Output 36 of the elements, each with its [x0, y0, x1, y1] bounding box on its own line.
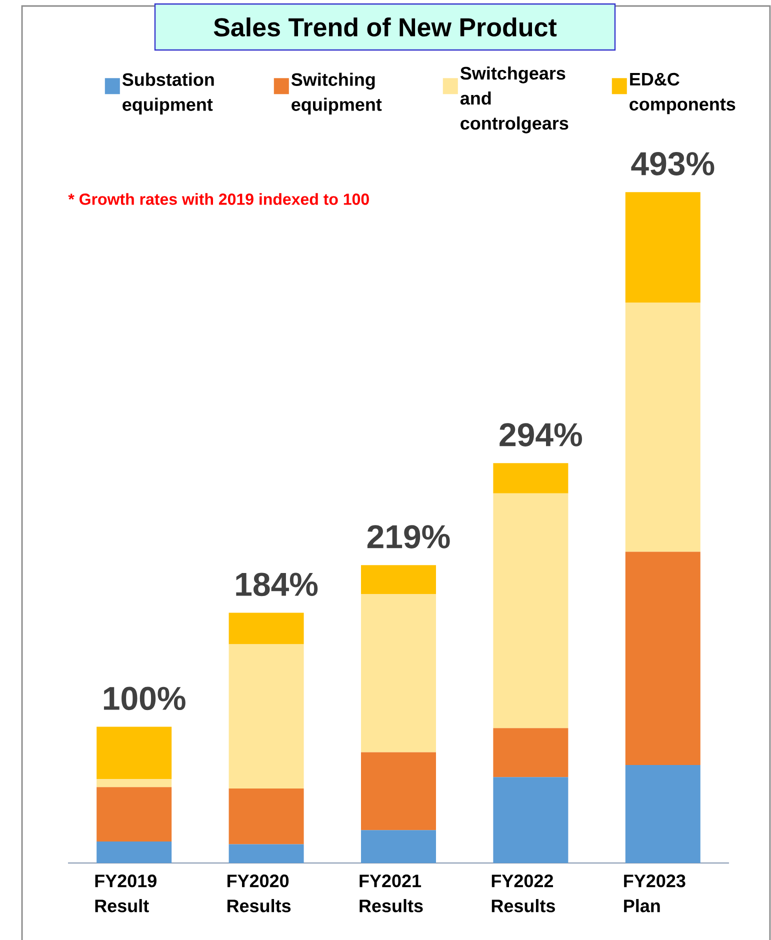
legend-label: Substation equipment — [122, 72, 214, 115]
bar — [493, 777, 568, 863]
annotation: 184% — [236, 572, 318, 596]
bar — [493, 728, 568, 778]
bar — [360, 830, 436, 863]
bar — [228, 788, 304, 844]
bar — [625, 192, 700, 303]
annotation: 294% — [500, 423, 582, 446]
bar — [96, 726, 172, 780]
annotation: 100% — [104, 686, 186, 710]
annotation: * Growth rates with 2019 indexed to 100 — [68, 193, 369, 205]
bar — [96, 779, 172, 788]
bar — [360, 594, 436, 752]
bar — [228, 644, 304, 789]
legend-label: ED&C components — [630, 72, 736, 114]
bar — [360, 565, 436, 594]
annotation: 493% — [631, 152, 714, 176]
x-tick-label: FY2023 Plan — [624, 874, 686, 912]
bar — [228, 612, 304, 644]
bar — [96, 842, 172, 863]
annotation: 219% — [367, 525, 450, 548]
bar — [625, 765, 700, 863]
x-tick-label: FY2019 Result — [95, 874, 156, 912]
bar — [360, 752, 436, 830]
bar — [493, 463, 568, 494]
bar — [625, 302, 700, 552]
chart-title: Sales Trend of New Product — [214, 17, 557, 37]
bar — [493, 493, 568, 728]
x-tick-label: FY2021 Results — [360, 874, 423, 912]
bar — [625, 552, 700, 766]
bar — [228, 844, 304, 863]
legend-label: Switching equipment — [291, 72, 382, 115]
bar — [96, 787, 172, 842]
x-tick-label: FY2020 Results — [228, 874, 291, 912]
legend-label: Switchgears and controlgears — [460, 66, 568, 134]
x-tick-label: FY2022 Results — [492, 874, 555, 912]
